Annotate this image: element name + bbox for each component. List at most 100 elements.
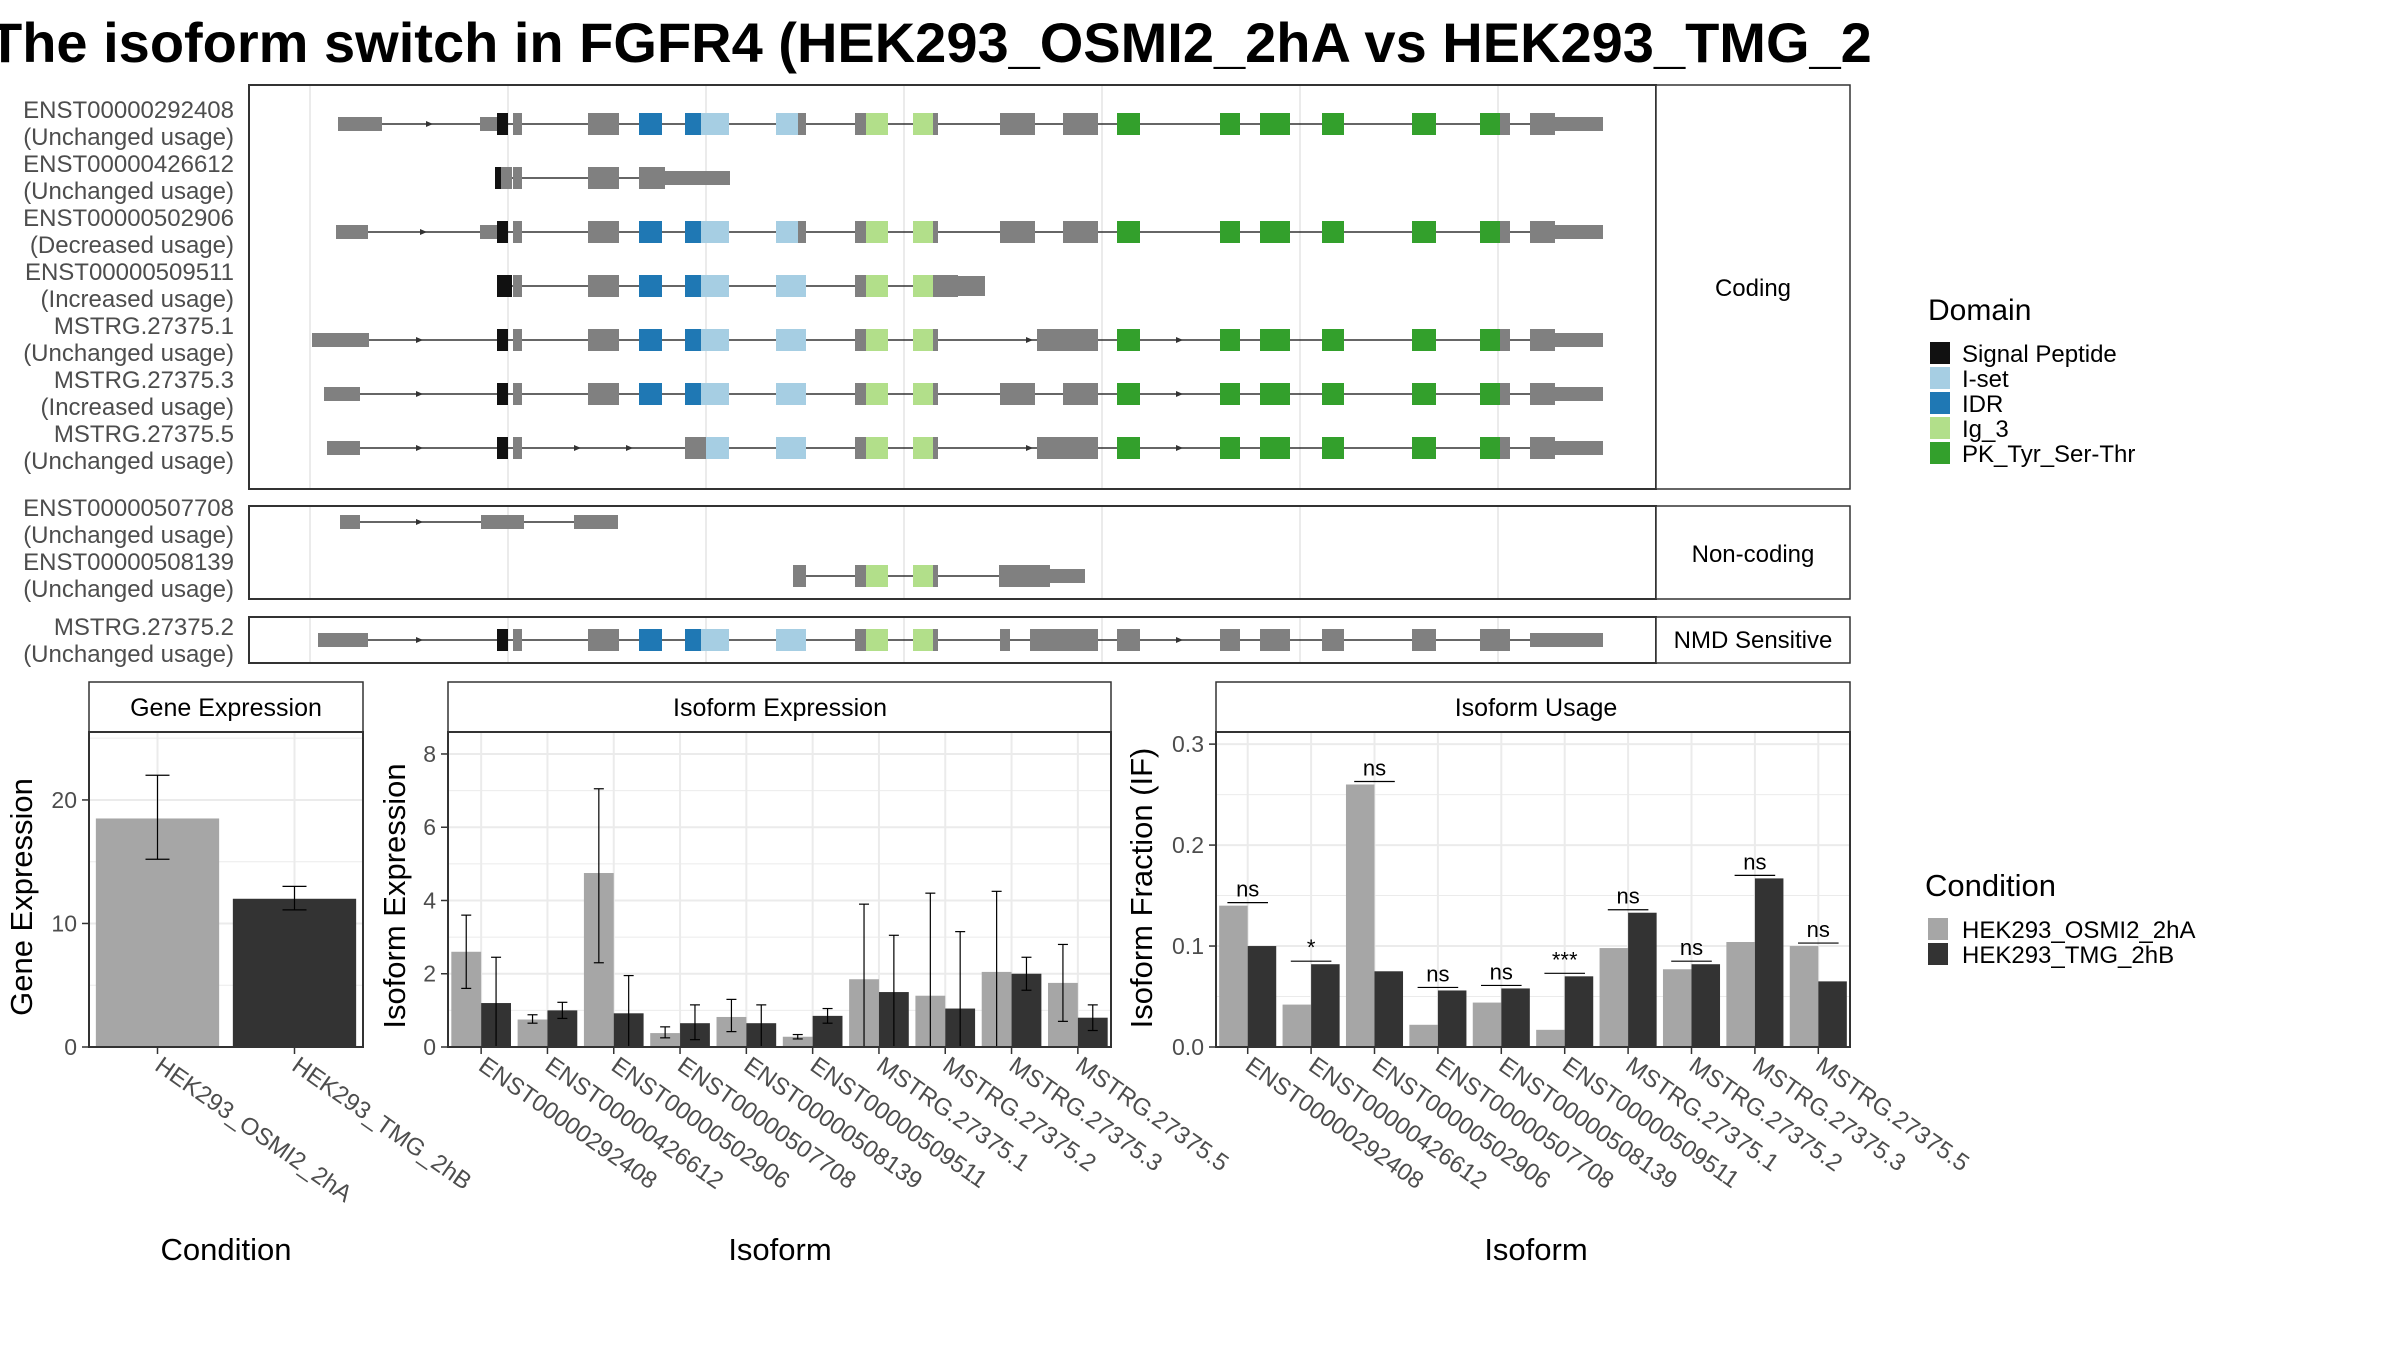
exon (855, 113, 866, 135)
exon (1412, 383, 1436, 405)
exon (712, 113, 729, 135)
exon (480, 225, 497, 239)
nmd-strip-label: NMD Sensitive (1674, 627, 1833, 654)
exon (913, 329, 933, 351)
exon (855, 329, 866, 351)
exon (1117, 329, 1140, 351)
exon (1500, 437, 1510, 459)
direction-arrow (416, 637, 423, 643)
exon (866, 221, 888, 243)
coding-strip (1655, 84, 1851, 490)
isoform-usage-strip (1215, 681, 1851, 733)
exon (513, 329, 522, 351)
exon (866, 437, 888, 459)
exon (513, 221, 522, 243)
exon (497, 383, 508, 405)
exon (588, 167, 619, 189)
exon (1480, 329, 1500, 351)
exon (513, 113, 522, 135)
transcript-usage: (Increased usage) (41, 286, 234, 313)
exon (1530, 437, 1555, 459)
exon (1260, 329, 1290, 351)
transcript-usage: (Unchanged usage) (23, 124, 234, 151)
exon (1500, 383, 1510, 405)
exon (1500, 329, 1510, 351)
bar (1726, 942, 1755, 1047)
exon (933, 437, 938, 459)
transcript-name: ENST00000292408 (23, 97, 234, 124)
bar (1409, 1024, 1438, 1047)
y-tick-label: 6 (423, 814, 436, 840)
exon (1040, 629, 1098, 651)
exon (793, 565, 806, 587)
exon (798, 113, 806, 135)
exon (1480, 437, 1500, 459)
y-tick-label: 4 (423, 887, 436, 913)
exon (327, 441, 360, 455)
exon (497, 437, 508, 459)
exon (933, 329, 938, 351)
isoform-expression-panel: Isoform Expression ENST00000292408ENST00… (377, 681, 1233, 1267)
transcript-name: MSTRG.27375.2 (54, 614, 234, 641)
isoform-expression-title: Isoform Expression (673, 694, 887, 722)
direction-arrow (626, 445, 633, 451)
direction-arrow (1026, 337, 1033, 343)
exon (1555, 225, 1603, 239)
exon (588, 113, 619, 135)
exon (776, 275, 806, 297)
exon (1220, 221, 1240, 243)
bar (1345, 784, 1375, 1047)
transcript-name: ENST00000508139 (23, 549, 234, 576)
exon (318, 633, 368, 647)
exon (338, 117, 382, 131)
exon (588, 383, 619, 405)
direction-arrow (416, 391, 423, 397)
exon (1480, 113, 1500, 135)
y-tick-label: 10 (51, 910, 77, 936)
exon (776, 437, 806, 459)
bar (232, 898, 357, 1047)
exon (588, 329, 619, 351)
significance-label: ns (1236, 877, 1259, 902)
exon (1260, 113, 1290, 135)
bar (1754, 878, 1784, 1047)
exon (1220, 329, 1240, 351)
plot-frame (1215, 731, 1851, 1048)
significance-label: ns (1616, 884, 1639, 909)
transcript-name: MSTRG.27375.5 (54, 421, 234, 448)
significance-label: ns (1680, 935, 1703, 960)
exon (1260, 629, 1290, 651)
legend-swatch-signal-peptide (1930, 342, 1950, 364)
exon (958, 276, 985, 296)
bar (650, 1033, 681, 1047)
legend-label: HEK293_TMG_2hB (1962, 942, 2174, 969)
exon (1000, 383, 1035, 405)
exon (336, 225, 368, 239)
isoform-structure-plot: Coding Non-coding NMD Sensitive ENST0000… (23, 84, 1851, 668)
exon (588, 221, 619, 243)
legend-swatch-i-set (1930, 367, 1950, 389)
exon (497, 329, 508, 351)
exon (685, 113, 701, 135)
legend-label: Signal Peptide (1962, 341, 2117, 368)
exon (712, 221, 729, 243)
y-tick-label: 0.0 (1172, 1034, 1204, 1060)
exon (701, 275, 729, 297)
exon (639, 383, 662, 405)
bar (1662, 969, 1692, 1047)
exon (481, 515, 524, 529)
isoform-usage-title: Isoform Usage (1455, 694, 1618, 722)
exon (933, 113, 938, 135)
y-tick-label: 20 (51, 787, 77, 813)
exon (776, 329, 806, 351)
exon (1480, 221, 1500, 243)
exon (574, 515, 618, 529)
exon (1530, 113, 1555, 135)
chart-title-text: The isoform switch in FGFR4 (HEK293_OSMI… (0, 11, 1870, 74)
exon (1220, 629, 1240, 651)
bar (1472, 1002, 1502, 1047)
exon (1412, 221, 1436, 243)
isoform-expression-xlabel: Isoform (728, 1232, 831, 1267)
bar (1564, 976, 1594, 1047)
